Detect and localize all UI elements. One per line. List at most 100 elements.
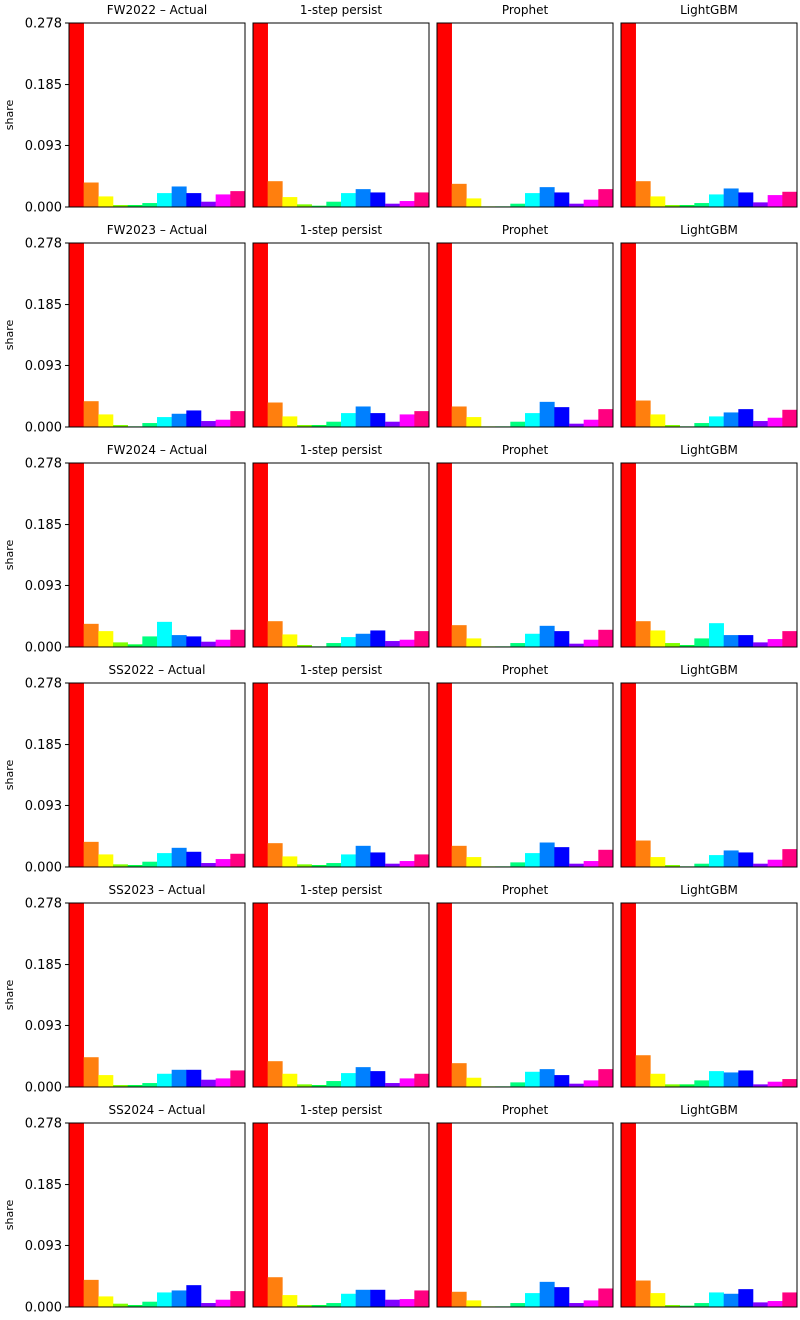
bar [709, 623, 724, 647]
bar [738, 852, 754, 867]
subplot-title: Prophet [502, 443, 549, 457]
bar [583, 861, 599, 867]
bar [753, 642, 768, 647]
bar [201, 641, 216, 647]
bar [83, 401, 99, 427]
bar [510, 421, 526, 427]
bar [326, 201, 342, 207]
bar [83, 1057, 99, 1087]
bar [83, 841, 99, 867]
bar [297, 645, 312, 647]
bar [69, 683, 84, 867]
bar [583, 639, 599, 647]
bar [753, 202, 768, 207]
bar [157, 417, 172, 427]
bar [253, 903, 268, 1087]
y-tick-label: 0.278 [25, 897, 62, 912]
y-tick-label: 0.093 [25, 359, 62, 374]
bar [569, 423, 584, 427]
bar [399, 1299, 415, 1307]
axes-frame [620, 682, 798, 868]
bar [399, 414, 415, 427]
bar [539, 842, 555, 867]
bar [142, 861, 158, 867]
bar [569, 1303, 584, 1307]
bar [83, 623, 99, 647]
bar [341, 854, 356, 867]
y-tick-label: 0.278 [25, 17, 62, 32]
bar [311, 425, 327, 427]
subplot-title: SS2023 – Actual [109, 883, 206, 897]
bar [201, 201, 216, 207]
bar [326, 863, 342, 867]
y-tick-label: 0.278 [25, 1117, 62, 1132]
bar [142, 1301, 158, 1307]
subplot-title: LightGBM [680, 3, 738, 17]
y-tick-label: 0.000 [25, 421, 62, 436]
y-axis-label: share [3, 100, 16, 131]
y-tick-label: 0.278 [25, 677, 62, 692]
bar [98, 196, 114, 207]
bar [767, 417, 783, 427]
axes-frame [252, 242, 430, 428]
bar [267, 181, 283, 207]
bar [709, 416, 724, 427]
bar [466, 857, 482, 867]
bar [569, 203, 584, 207]
bar [311, 1085, 327, 1087]
bar [621, 1123, 636, 1307]
bar [355, 1067, 371, 1087]
bar [113, 1085, 128, 1087]
bar [171, 186, 187, 207]
bar [554, 847, 570, 867]
bar [738, 409, 754, 427]
axes-frame [620, 22, 798, 208]
bar [621, 23, 636, 207]
bar [650, 630, 666, 647]
bar [186, 1285, 202, 1307]
bar [142, 636, 158, 647]
bar [282, 416, 298, 427]
bar [355, 189, 371, 207]
bar [709, 1071, 724, 1087]
bar [723, 412, 739, 427]
y-axis-label: share [3, 320, 16, 351]
axes-frame [252, 1122, 430, 1308]
bar [665, 425, 680, 427]
y-tick-label: 0.278 [25, 457, 62, 472]
bar [650, 857, 666, 867]
bar [282, 856, 298, 867]
bar [437, 1123, 452, 1307]
bar [326, 1303, 342, 1307]
axes-frame [68, 902, 246, 1088]
bar [753, 863, 768, 867]
y-tick-label: 0.093 [25, 1239, 62, 1254]
y-axis-label: share [3, 760, 16, 791]
bar [598, 629, 614, 647]
bar [370, 852, 386, 867]
bar [738, 1070, 754, 1087]
bar [215, 639, 231, 647]
bar [142, 423, 158, 427]
bar [385, 863, 400, 867]
y-tick-label: 0.185 [25, 298, 62, 313]
bar [510, 862, 526, 867]
bar [782, 1079, 798, 1087]
bar [598, 849, 614, 867]
bar [253, 243, 268, 427]
bar [723, 1072, 739, 1087]
bar [370, 630, 386, 647]
bar [113, 1303, 128, 1307]
bar [69, 243, 84, 427]
bar [694, 1303, 710, 1307]
bar [326, 1081, 342, 1087]
bar [437, 683, 452, 867]
y-tick-label: 0.185 [25, 518, 62, 533]
subplot-title: 1-step persist [300, 223, 383, 237]
subplot-title: 1-step persist [300, 663, 383, 677]
bar [466, 198, 482, 207]
y-tick-label: 0.093 [25, 579, 62, 594]
bar [171, 635, 187, 647]
bar [598, 409, 614, 427]
bar [767, 195, 783, 207]
